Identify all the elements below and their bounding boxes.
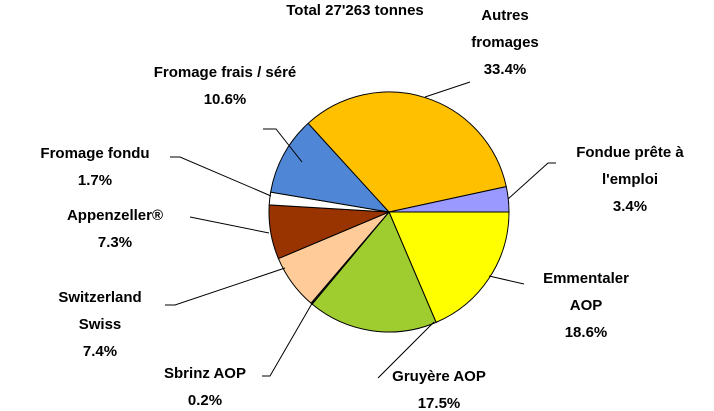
slice-label: Fromage frais / séré 10.6% (150, 59, 300, 113)
slice-value-label: 17.5% (417, 395, 461, 411)
slice-value-label: 33.4% (483, 61, 527, 78)
slice-label: Appenzeller® 7.3% (40, 202, 190, 256)
slice-value-label: 3.4% (612, 198, 648, 215)
pie-slice (270, 122, 391, 213)
slice-name: Fromage fondu (40, 145, 150, 162)
slice-value-label: 18.6% (564, 324, 608, 341)
slice-name: Sbrinz AOP (164, 365, 246, 382)
slice-name: Autres fromages (471, 7, 539, 51)
slice-label: Gruyère AOP 17.5% (372, 363, 506, 411)
slice-name: Appenzeller® (66, 207, 164, 224)
slice-value-label: 10.6% (203, 91, 247, 108)
slice-name: Fromage frais / séré (153, 64, 297, 81)
slice-value-label: 7.3% (97, 234, 133, 251)
pie-slice (388, 211, 510, 324)
slice-label: Autres fromages 33.4% (455, 2, 555, 83)
pie-slice (307, 91, 507, 213)
leader-line (165, 267, 286, 306)
pie-slice (311, 211, 437, 333)
slice-name: Emmentaler AOP (543, 270, 629, 314)
slice-value-label: 0.2% (187, 392, 223, 409)
slice-label: Switzerland Swiss 7.4% (40, 284, 160, 365)
leader-line (377, 321, 435, 379)
leader-line (424, 81, 471, 98)
slice-name: Gruyère AOP (392, 368, 486, 385)
leader-line (189, 216, 270, 234)
slice-label: Fondue prête à l'emploi 3.4% (555, 139, 705, 220)
slice-name: Switzerland Swiss (58, 289, 142, 333)
slice-value-label: 1.7% (77, 172, 113, 189)
chart-title: Total 27'263 tonnes (286, 2, 424, 19)
leader-line (507, 162, 556, 200)
leader-line (170, 156, 272, 197)
slice-name: Fondue prête à l'emploi (576, 144, 684, 188)
leader-line (262, 299, 315, 377)
slice-label: Fromage fondu 1.7% (15, 140, 175, 194)
leader-line (488, 275, 525, 285)
slice-label: Emmentaler AOP 18.6% (536, 265, 636, 346)
slice-label: Sbrinz AOP 0.2% (140, 360, 270, 411)
leader-line (263, 128, 303, 163)
slice-value-label: 7.4% (82, 343, 118, 360)
